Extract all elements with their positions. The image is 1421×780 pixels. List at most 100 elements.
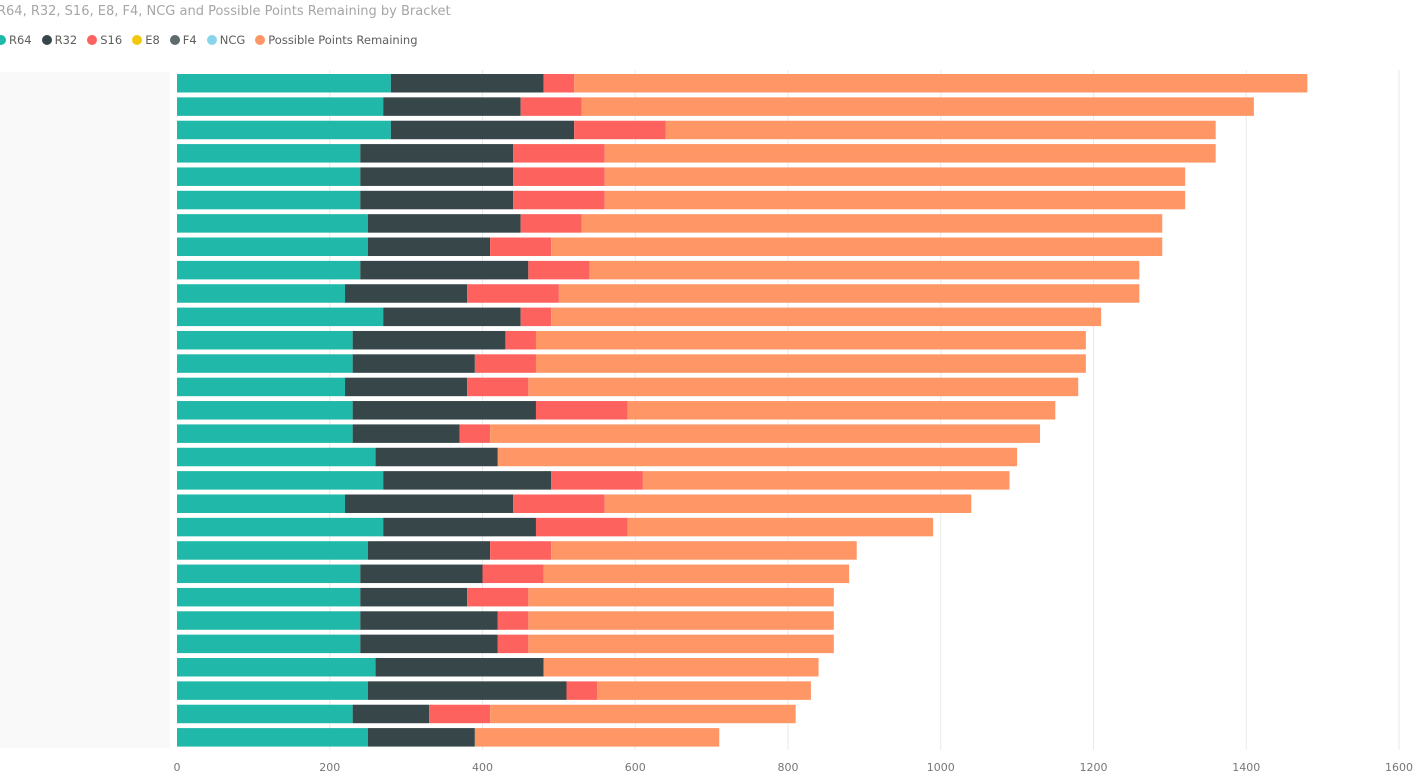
bar-segment-s16[interactable] bbox=[467, 377, 529, 397]
bar-segment-s16[interactable] bbox=[513, 144, 605, 163]
bar-segment-r64[interactable] bbox=[177, 471, 384, 490]
bar-segment-r32[interactable] bbox=[360, 144, 514, 163]
bar-segment-r64[interactable] bbox=[177, 167, 361, 186]
bar-segment-r32[interactable] bbox=[360, 564, 483, 584]
bar-segment-s16[interactable] bbox=[474, 354, 536, 373]
bar-segment-r32[interactable] bbox=[360, 167, 514, 186]
bar-segment-s16[interactable] bbox=[535, 517, 628, 537]
bar-segment-s16[interactable] bbox=[497, 611, 529, 630]
bar-segment-s16[interactable] bbox=[490, 541, 552, 560]
bar-segment-r32[interactable] bbox=[375, 447, 498, 467]
bar-segment-r32[interactable] bbox=[360, 611, 498, 630]
bar-segment-s16[interactable] bbox=[513, 494, 605, 513]
bar-segment-possible-points-remaining[interactable] bbox=[581, 97, 1254, 116]
bar-segment-r64[interactable] bbox=[177, 237, 368, 257]
bar-segment-r32[interactable] bbox=[383, 307, 521, 327]
bar-segment-r32[interactable] bbox=[352, 354, 475, 373]
bar-segment-r32[interactable] bbox=[367, 541, 491, 560]
legend-item-possible-points-remaining[interactable]: Possible Points Remaining bbox=[255, 33, 418, 47]
bar-segment-r32[interactable] bbox=[352, 424, 460, 443]
bar-segment-r64[interactable] bbox=[177, 214, 368, 233]
bar-segment-s16[interactable] bbox=[551, 471, 643, 490]
bar-segment-possible-points-remaining[interactable] bbox=[528, 377, 1079, 397]
bar-segment-possible-points-remaining[interactable] bbox=[597, 681, 811, 700]
bar-segment-r32[interactable] bbox=[352, 330, 506, 350]
bar-segment-r32[interactable] bbox=[367, 237, 491, 257]
bar-segment-possible-points-remaining[interactable] bbox=[574, 74, 1308, 93]
bar-segment-s16[interactable] bbox=[459, 424, 491, 443]
bar-segment-r32[interactable] bbox=[352, 704, 430, 724]
legend-item-ncg[interactable]: NCG bbox=[206, 33, 245, 47]
bar-segment-r32[interactable] bbox=[360, 190, 514, 210]
bar-segment-r64[interactable] bbox=[177, 494, 346, 513]
legend-item-r64[interactable]: R64 bbox=[0, 33, 32, 47]
bar-segment-r32[interactable] bbox=[360, 587, 468, 607]
legend-item-f4[interactable]: F4 bbox=[169, 33, 197, 47]
bar-segment-r64[interactable] bbox=[177, 517, 384, 537]
bar-segment-possible-points-remaining[interactable] bbox=[642, 471, 1010, 490]
bar-segment-s16[interactable] bbox=[528, 260, 590, 280]
bar-segment-possible-points-remaining[interactable] bbox=[604, 190, 1186, 210]
bar-segment-r64[interactable] bbox=[177, 284, 346, 303]
bar-segment-possible-points-remaining[interactable] bbox=[627, 401, 1056, 420]
bar-segment-possible-points-remaining[interactable] bbox=[551, 541, 857, 560]
bar-segment-possible-points-remaining[interactable] bbox=[551, 237, 1163, 257]
bar-segment-r64[interactable] bbox=[177, 260, 361, 280]
bar-segment-possible-points-remaining[interactable] bbox=[490, 424, 1041, 443]
legend-item-r32[interactable]: R32 bbox=[41, 33, 77, 47]
bar-segment-s16[interactable] bbox=[520, 97, 582, 116]
bar-segment-r64[interactable] bbox=[177, 447, 376, 467]
bar-segment-r64[interactable] bbox=[177, 144, 361, 163]
bar-segment-possible-points-remaining[interactable] bbox=[581, 214, 1163, 233]
bar-segment-possible-points-remaining[interactable] bbox=[604, 494, 972, 513]
bar-segment-possible-points-remaining[interactable] bbox=[528, 634, 834, 654]
bar-segment-possible-points-remaining[interactable] bbox=[543, 658, 819, 677]
bar-segment-r64[interactable] bbox=[177, 728, 368, 747]
bar-segment-s16[interactable] bbox=[566, 681, 598, 700]
legend-item-e8[interactable]: E8 bbox=[132, 33, 160, 47]
bar-segment-s16[interactable] bbox=[520, 214, 582, 233]
bar-segment-r64[interactable] bbox=[177, 401, 353, 420]
bar-segment-possible-points-remaining[interactable] bbox=[543, 564, 850, 584]
bar-segment-possible-points-remaining[interactable] bbox=[604, 167, 1186, 186]
bar-segment-r32[interactable] bbox=[352, 401, 536, 420]
legend-item-s16[interactable]: S16 bbox=[87, 33, 122, 47]
bar-segment-r64[interactable] bbox=[177, 424, 353, 443]
bar-segment-s16[interactable] bbox=[543, 74, 575, 93]
bar-segment-s16[interactable] bbox=[467, 284, 559, 303]
bar-segment-possible-points-remaining[interactable] bbox=[665, 120, 1216, 140]
bar-segment-r64[interactable] bbox=[177, 307, 384, 327]
bar-segment-s16[interactable] bbox=[513, 190, 605, 210]
bar-segment-r32[interactable] bbox=[383, 517, 536, 537]
bar-segment-r32[interactable] bbox=[367, 681, 567, 700]
bar-segment-s16[interactable] bbox=[513, 167, 605, 186]
bar-segment-possible-points-remaining[interactable] bbox=[474, 728, 720, 747]
bar-segment-possible-points-remaining[interactable] bbox=[497, 447, 1018, 467]
bar-segment-possible-points-remaining[interactable] bbox=[627, 517, 934, 537]
bar-segment-possible-points-remaining[interactable] bbox=[535, 330, 1086, 350]
bar-segment-s16[interactable] bbox=[497, 634, 529, 654]
bar-segment-r32[interactable] bbox=[345, 284, 468, 303]
bar-segment-possible-points-remaining[interactable] bbox=[535, 354, 1086, 373]
bar-segment-possible-points-remaining[interactable] bbox=[589, 260, 1140, 280]
bar-segment-s16[interactable] bbox=[482, 564, 544, 584]
bar-segment-r64[interactable] bbox=[177, 120, 391, 140]
bar-segment-r32[interactable] bbox=[375, 658, 544, 677]
bar-segment-possible-points-remaining[interactable] bbox=[604, 144, 1216, 163]
bar-segment-r32[interactable] bbox=[367, 214, 521, 233]
bar-segment-s16[interactable] bbox=[535, 401, 628, 420]
bar-segment-possible-points-remaining[interactable] bbox=[528, 587, 834, 607]
bar-segment-r64[interactable] bbox=[177, 74, 391, 93]
bar-segment-s16[interactable] bbox=[429, 704, 491, 724]
bar-segment-s16[interactable] bbox=[520, 307, 552, 327]
bar-segment-r64[interactable] bbox=[177, 704, 353, 724]
bar-segment-r64[interactable] bbox=[177, 611, 361, 630]
bar-segment-r64[interactable] bbox=[177, 587, 361, 607]
bar-segment-possible-points-remaining[interactable] bbox=[528, 611, 834, 630]
bar-segment-r32[interactable] bbox=[367, 728, 475, 747]
bar-segment-r32[interactable] bbox=[345, 494, 514, 513]
bar-segment-s16[interactable] bbox=[467, 587, 529, 607]
bar-segment-r64[interactable] bbox=[177, 330, 353, 350]
bar-segment-s16[interactable] bbox=[505, 330, 536, 350]
bar-segment-s16[interactable] bbox=[490, 237, 552, 257]
